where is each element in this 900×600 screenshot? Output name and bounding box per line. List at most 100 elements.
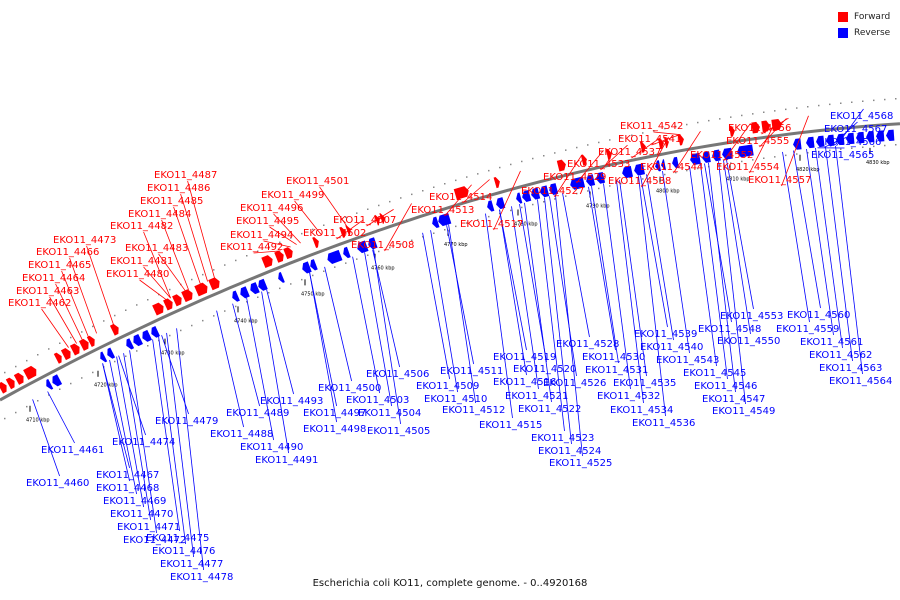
reverse-gene-label: EKO11_4525 (549, 458, 612, 469)
reverse-gene-label: EKO11_4543 (656, 355, 719, 366)
forward-gene (23, 365, 37, 380)
scale-dot (642, 132, 644, 134)
forward-gene-label: EKO11_4517 (460, 219, 523, 230)
scale-dot (774, 110, 776, 112)
scale-dot (279, 241, 281, 244)
scale-dot (70, 336, 72, 339)
scale-dot (587, 144, 589, 146)
forward-gene-label: EKO11_4542 (620, 121, 683, 132)
forward-gene (751, 121, 760, 134)
reverse-gene-label: EKO11_4568 (830, 111, 893, 122)
leader-line (422, 232, 450, 380)
forward-gene (605, 148, 612, 161)
scale-dot (895, 98, 897, 100)
scale-dot (521, 206, 523, 209)
forward-gene (181, 289, 193, 303)
leader-line (47, 391, 75, 444)
scale-dot (576, 146, 578, 149)
forward-gene (274, 250, 284, 263)
reverse-gene-label: EKO11_4530 (582, 352, 645, 363)
forward-gene (580, 154, 587, 166)
reverse-gene (100, 351, 108, 363)
scale-dot (235, 305, 237, 308)
scale-dot (609, 185, 611, 187)
legend-forward: Forward (838, 9, 890, 25)
scale-dot (323, 224, 325, 226)
scale-dot (92, 371, 94, 374)
leader-line (373, 249, 401, 425)
leader-line (216, 310, 244, 428)
scale-dot (180, 329, 182, 332)
reverse-gene-label: EKO11_4562 (809, 350, 872, 361)
leader-line (485, 213, 513, 419)
reverse-gene-label: EKO11_4472 (123, 535, 186, 546)
leader-line (309, 272, 337, 407)
forward-gene-label: EKO11_4464 (22, 273, 85, 284)
forward-gene-label: EKO11_4482 (110, 221, 173, 232)
leader-line (61, 270, 89, 338)
reverse-gene-label: EKO11_4528 (556, 339, 619, 350)
leader-line (143, 231, 171, 299)
scale-dot (884, 144, 886, 147)
scale-dot (268, 292, 270, 294)
forward-gene-label: EKO11_4484 (128, 209, 191, 220)
scale-dot (455, 179, 457, 182)
leader-line (511, 206, 539, 390)
reverse-gene-label: EKO11_4567 (824, 124, 887, 135)
forward-gene (453, 186, 469, 200)
reverse-gene (240, 286, 250, 299)
forward-gene-label: EKO11_4496 (240, 203, 303, 214)
scale-dot (730, 162, 732, 164)
scale-dot (246, 255, 248, 257)
forward-gene (729, 125, 735, 137)
forward-gene-label: EKO11_4552 (690, 150, 753, 161)
reverse-gene-label: EKO11_4470 (110, 509, 173, 520)
forward-gene-label: EKO11_4465 (28, 260, 91, 271)
scale-dot (169, 334, 171, 337)
reverse-gene (586, 174, 596, 187)
scale-dot (59, 388, 61, 390)
scale-dot (763, 111, 765, 113)
leader-line (448, 224, 476, 404)
leader-line (69, 257, 97, 334)
forward-gene (283, 247, 293, 260)
scale-dot (840, 102, 842, 104)
scale-dot (851, 147, 853, 149)
scale-dot (565, 195, 567, 197)
reverse-gene (133, 334, 143, 347)
forward-gene (678, 134, 684, 146)
forward-gene-label: EKO11_4537 (598, 147, 661, 158)
reverse-gene (310, 259, 318, 271)
leader-line (102, 363, 130, 469)
scale-dot (224, 310, 226, 312)
reverse-gene-label: EKO11_4467 (96, 470, 159, 481)
scale-dot (301, 278, 303, 281)
reverse-gene (793, 138, 802, 150)
reverse-gene (886, 129, 895, 141)
scale-dot (719, 164, 721, 166)
scale-dot (147, 345, 149, 347)
scale-dot (290, 237, 292, 239)
scale-dot (433, 232, 435, 234)
scale-dot (576, 192, 578, 195)
reverse-gene-label: EKO11_4520 (513, 364, 576, 375)
scale-dot (884, 98, 886, 101)
leader-line (723, 160, 751, 335)
scale-dot (642, 178, 644, 180)
scale-dot (37, 400, 39, 402)
reverse-gene (661, 159, 667, 171)
leader-line (653, 131, 681, 136)
reverse-gene-label: EKO11_4545 (683, 368, 746, 379)
scale-dot (664, 127, 666, 130)
scale-dot (356, 212, 358, 214)
reverse-gene-label: EKO11_4504 (358, 408, 421, 419)
scale-dot (829, 103, 831, 106)
reverse-gene-label: EKO11_4540 (640, 342, 703, 353)
reverse-gene (549, 183, 559, 195)
reverse-gene-label: EKO11_4476 (152, 546, 215, 557)
reverse-gene-label: EKO11_4526 (543, 378, 606, 389)
scale-dot (873, 145, 875, 148)
forward-gene-label: EKO11_4466 (36, 247, 99, 258)
leader-line (537, 199, 565, 432)
scale-dot (345, 262, 347, 264)
